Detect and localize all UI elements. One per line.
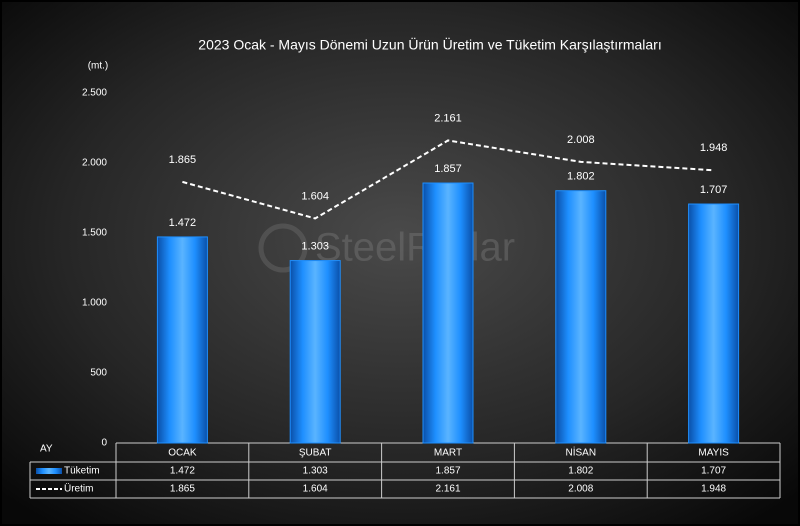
line-value-label: 2.161 [434,112,462,124]
y-tick-label: 500 [90,368,107,379]
bar [688,203,740,444]
line-value-label: 1.604 [301,190,329,202]
bar [156,236,208,444]
line-value-label: 2.008 [567,134,595,146]
x-tick-label: NİSAN [566,446,597,459]
y-tick-label: 2.000 [82,158,107,169]
legend-label: Tüketim [64,466,100,477]
bar-value-label: 1.857 [434,163,462,175]
table-cell: 1.303 [303,466,328,477]
bar-value-label: 1.303 [301,240,329,252]
line-value-label: 1.865 [169,154,197,166]
x-tick-label: ŞUBAT [299,448,332,459]
y-tick-label: 0 [101,438,107,449]
line [182,139,714,220]
chart-title: 2023 Ocak - Mayıs Dönemi Uzun Ürün Üreti… [198,36,661,53]
table-header: AY [40,444,53,455]
bar [422,182,474,444]
table-cell: 1.865 [170,484,195,495]
table-cell: 2.008 [568,484,593,495]
line-value-label: 1.948 [700,142,728,154]
y-tick-label: 1.500 [82,228,107,239]
bar-value-label: 1.707 [700,184,728,196]
table-cell: 1.472 [170,466,195,477]
table-cell: 1.948 [701,484,726,495]
legend-label: Üretim [64,483,93,495]
bar-value-label: 1.802 [567,171,595,183]
unit-label: (mt.) [88,61,109,72]
table-cell: 1.857 [435,466,460,477]
x-tick-label: OCAK [168,448,197,459]
bar [289,260,341,444]
watermark: SteelRadar [315,226,515,270]
bar-value-label: 1.472 [169,217,197,229]
x-tick-label: MART [434,448,462,459]
watermark-logo [258,223,308,273]
bar [555,190,607,444]
y-tick-label: 1.000 [82,298,107,309]
table-cell: 2.161 [435,484,460,495]
legend-swatch [36,468,62,474]
y-tick-label: 2.500 [82,88,107,99]
x-tick-label: MAYIS [698,448,729,459]
table-cell: 1.802 [568,466,593,477]
table-cell: 1.604 [303,484,328,495]
table-cell: 1.707 [701,466,726,477]
